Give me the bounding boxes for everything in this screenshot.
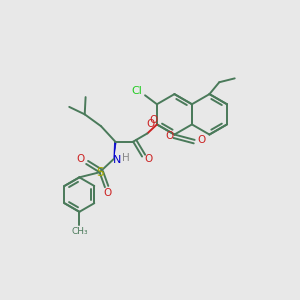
Text: O: O xyxy=(104,188,112,198)
Polygon shape xyxy=(114,142,116,159)
Text: O: O xyxy=(197,135,205,145)
Text: H: H xyxy=(122,153,130,163)
Text: O: O xyxy=(165,131,173,141)
Text: O: O xyxy=(144,154,152,164)
Text: N: N xyxy=(112,155,121,165)
Text: S: S xyxy=(96,166,103,179)
Text: Cl: Cl xyxy=(131,86,142,96)
Text: O: O xyxy=(77,154,85,164)
Text: O: O xyxy=(150,115,158,125)
Text: O: O xyxy=(147,119,155,129)
Text: CH₃: CH₃ xyxy=(71,226,88,236)
